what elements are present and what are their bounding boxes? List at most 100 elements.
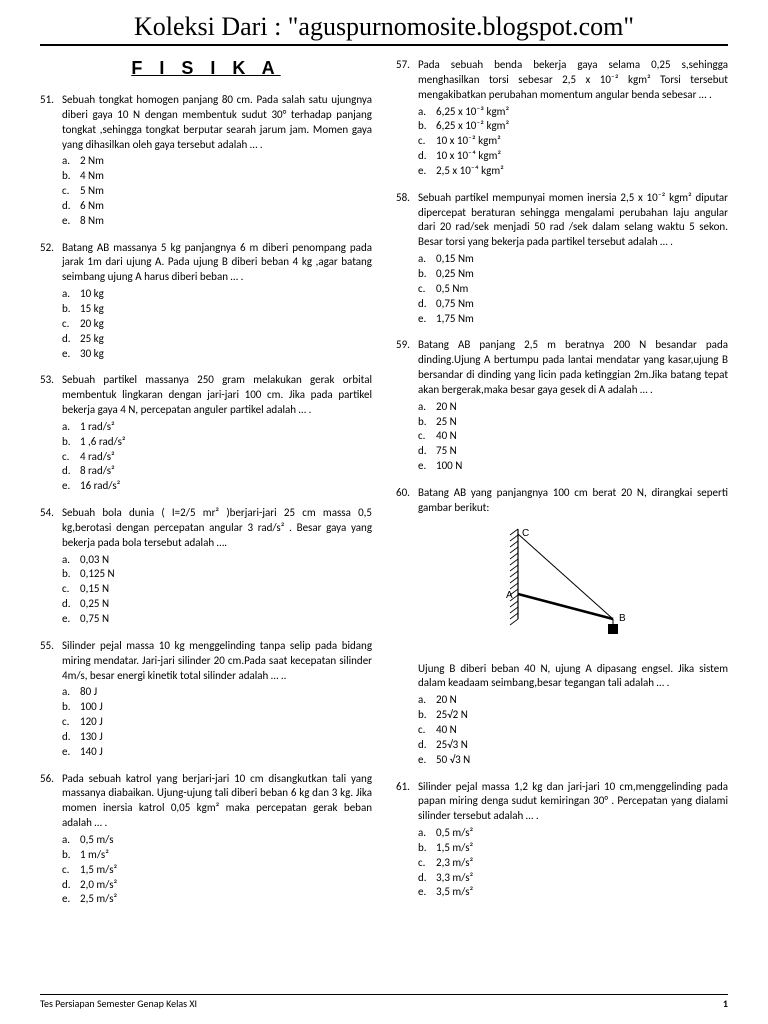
option-letter: b. xyxy=(62,435,80,450)
option-text: 130 J xyxy=(80,730,103,745)
question: 55.Silinder pejal massa 10 kg menggelind… xyxy=(40,639,372,760)
option-letter: c. xyxy=(62,184,80,199)
option: d.3,3 m/s² xyxy=(418,871,728,886)
option: d.25√3 N xyxy=(418,738,728,753)
question-text: Sebuah partikel massanya 250 gram melaku… xyxy=(62,373,372,418)
left-column: F I S I K A 51.Sebuah tongkat homogen pa… xyxy=(40,58,372,919)
option-text: 1,75 Nm xyxy=(436,312,474,327)
option-letter: e. xyxy=(418,312,436,327)
subject-title: F I S I K A xyxy=(40,58,372,79)
option: c.10 x 10⁻² kgm² xyxy=(418,134,728,149)
question-body: Sebuah partikel massanya 250 gram melaku… xyxy=(62,373,372,494)
collection-header: Koleksi Dari : "aguspurnomosite.blogspot… xyxy=(40,12,728,46)
option-letter: d. xyxy=(62,332,80,347)
option-letter: e. xyxy=(62,745,80,760)
option: e.2,5 m/s² xyxy=(62,892,372,907)
option-letter: d. xyxy=(418,444,436,459)
option: b.100 J xyxy=(62,700,372,715)
question-text: Sebuah bola dunia ( I=2/5 mr² )berjari-j… xyxy=(62,506,372,551)
figure-q60: ABC xyxy=(488,524,658,654)
question-body: Batang AB panjang 2,5 m beratnya 200 N b… xyxy=(418,338,728,474)
question: 52.Batang AB massanya 5 kg panjangnya 6 … xyxy=(40,241,372,362)
options-list: a.6,25 x 10⁻³ kgm²b.6,25 x 10⁻² kgm²c.10… xyxy=(418,105,728,179)
option-text: 1,5 m/s² xyxy=(80,863,117,878)
option-letter: c. xyxy=(418,856,436,871)
option-text: 4 Nm xyxy=(80,169,104,184)
option-letter: c. xyxy=(418,723,436,738)
option-letter: c. xyxy=(62,863,80,878)
option: d.8 rad/s² xyxy=(62,464,372,479)
options-list: a.0,15 Nmb.0,25 Nmc.0,5 Nmd.0,75 Nme.1,7… xyxy=(418,252,728,326)
option-letter: e. xyxy=(418,885,436,900)
options-list: a.0,5 m/s²b.1,5 m/s²c.2,3 m/s²d.3,3 m/s²… xyxy=(418,826,728,900)
option-text: 0,75 Nm xyxy=(436,297,474,312)
option: a.0,15 Nm xyxy=(418,252,728,267)
question-body: Batang AB massanya 5 kg panjangnya 6 m d… xyxy=(62,241,372,362)
option-text: 30 kg xyxy=(80,347,104,362)
option-letter: b. xyxy=(418,119,436,134)
option-letter: e. xyxy=(62,214,80,229)
question-text: Silinder pejal massa 10 kg menggelinding… xyxy=(62,639,372,684)
question-body: Sebuah partikel mempunyai momen inersia … xyxy=(418,191,728,327)
options-list: a.20 Nb.25√2 Nc.40 Nd.25√3 Ne.50 √3 N xyxy=(418,693,728,767)
option-text: 20 kg xyxy=(80,317,104,332)
option-text: 5 Nm xyxy=(80,184,104,199)
question-text: Sebuah partikel mempunyai momen inersia … xyxy=(418,191,728,250)
option-text: 2,0 m/s² xyxy=(80,878,117,893)
option: d.0,25 N xyxy=(62,597,372,612)
option-text: 0,15 Nm xyxy=(436,252,474,267)
option-text: 50 √3 N xyxy=(436,753,470,768)
option-letter: c. xyxy=(62,715,80,730)
option-letter: b. xyxy=(62,302,80,317)
option-text: 1 rad/s² xyxy=(80,420,115,435)
option-text: 6 Nm xyxy=(80,199,104,214)
option: c.40 N xyxy=(418,723,728,738)
question-text: Batang AB massanya 5 kg panjangnya 6 m d… xyxy=(62,241,372,286)
question-body: Pada sebuah benda bekerja gaya selama 0,… xyxy=(418,58,728,179)
option: c.0,15 N xyxy=(62,582,372,597)
option-letter: d. xyxy=(62,878,80,893)
option-letter: d. xyxy=(62,730,80,745)
option-letter: d. xyxy=(418,297,436,312)
option-letter: c. xyxy=(418,429,436,444)
option-text: 3,5 m/s² xyxy=(436,885,473,900)
content-columns: F I S I K A 51.Sebuah tongkat homogen pa… xyxy=(40,58,728,919)
option-letter: b. xyxy=(418,708,436,723)
option: d.25 kg xyxy=(62,332,372,347)
option-letter: d. xyxy=(62,464,80,479)
option-text: 0,125 N xyxy=(80,567,115,582)
option: e.3,5 m/s² xyxy=(418,885,728,900)
option-letter: a. xyxy=(62,685,80,700)
option: c.0,5 Nm xyxy=(418,282,728,297)
option-letter: e. xyxy=(62,612,80,627)
option-text: 120 J xyxy=(80,715,103,730)
question-body: Pada sebuah katrol yang berjari-jari 10 … xyxy=(62,772,372,908)
option-letter: c. xyxy=(62,582,80,597)
option-text: 16 rad/s² xyxy=(80,479,120,494)
option: d.75 N xyxy=(418,444,728,459)
option-letter: e. xyxy=(418,459,436,474)
option-text: 2 Nm xyxy=(80,154,104,169)
option-letter: a. xyxy=(62,553,80,568)
option: c.20 kg xyxy=(62,317,372,332)
option-letter: d. xyxy=(62,199,80,214)
option: d.10 x 10⁻⁴ kgm² xyxy=(418,149,728,164)
svg-text:A: A xyxy=(506,590,513,601)
option-letter: d. xyxy=(62,597,80,612)
question-text: Batang AB yang panjangnya 100 cm berat 2… xyxy=(418,486,728,516)
option-letter: a. xyxy=(418,826,436,841)
option: a.0,5 m/s xyxy=(62,833,372,848)
option-text: 100 J xyxy=(80,700,103,715)
option-letter: e. xyxy=(418,164,436,179)
option-text: 3,3 m/s² xyxy=(436,871,473,886)
option: b.25 N xyxy=(418,415,728,430)
option-text: 4 rad/s² xyxy=(80,450,115,465)
options-list: a.0,5 m/sb.1 m/s²c.1,5 m/s²d.2,0 m/s²e.2… xyxy=(62,833,372,907)
option-text: 40 N xyxy=(436,723,457,738)
option-text: 20 N xyxy=(436,400,457,415)
question-number: 54. xyxy=(40,506,62,627)
option-text: 0,5 m/s² xyxy=(436,826,473,841)
option: c.2,3 m/s² xyxy=(418,856,728,871)
option-letter: e. xyxy=(418,753,436,768)
question-number: 59. xyxy=(396,338,418,474)
